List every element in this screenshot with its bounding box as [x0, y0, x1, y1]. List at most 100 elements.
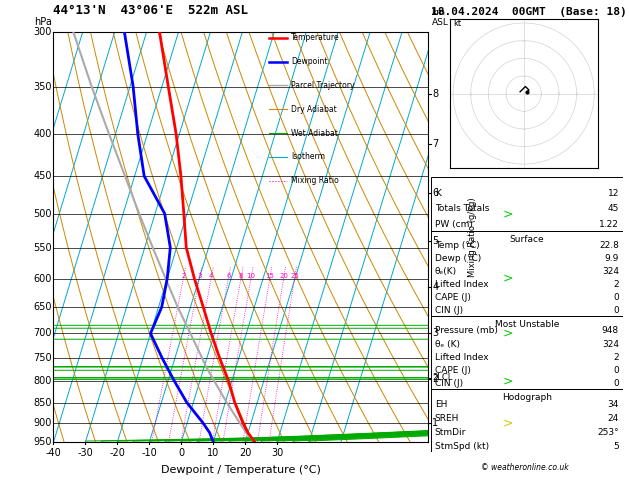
Text: 6: 6: [226, 273, 231, 278]
Text: 600: 600: [33, 274, 52, 283]
Text: 30: 30: [271, 449, 283, 458]
Text: 5: 5: [613, 442, 619, 451]
Text: 950: 950: [33, 437, 52, 447]
Text: 550: 550: [33, 243, 52, 253]
Text: 6: 6: [432, 188, 438, 198]
Text: 25: 25: [290, 273, 299, 278]
Text: Surface: Surface: [509, 235, 544, 244]
Text: Temp (°C): Temp (°C): [435, 241, 479, 250]
Text: 350: 350: [33, 82, 52, 91]
Text: 8: 8: [432, 88, 438, 99]
Text: 4: 4: [432, 282, 438, 293]
Text: -20: -20: [109, 449, 125, 458]
Text: 1.22: 1.22: [599, 220, 619, 229]
Text: 800: 800: [33, 376, 52, 386]
Text: >: >: [503, 25, 513, 38]
Text: Mixing Ratio: Mixing Ratio: [291, 176, 339, 185]
Text: StmSpd (kt): StmSpd (kt): [435, 442, 489, 451]
Text: hPa: hPa: [34, 17, 52, 28]
Text: 1: 1: [432, 417, 438, 428]
Text: 10: 10: [247, 273, 255, 278]
Text: CAPE (J): CAPE (J): [435, 294, 470, 302]
Text: CIN (J): CIN (J): [435, 306, 463, 315]
Text: 3: 3: [432, 329, 438, 338]
Text: Lifted Index: Lifted Index: [435, 280, 488, 289]
Text: -40: -40: [45, 449, 62, 458]
Text: 3: 3: [197, 273, 201, 278]
Text: Totals Totals: Totals Totals: [435, 205, 489, 213]
Text: >: >: [503, 417, 513, 430]
Text: 0: 0: [613, 294, 619, 302]
Text: 45: 45: [608, 205, 619, 213]
Text: -10: -10: [142, 449, 157, 458]
Text: K: K: [435, 189, 440, 198]
Text: 400: 400: [33, 129, 52, 139]
Text: 7: 7: [432, 139, 438, 149]
Text: Most Unstable: Most Unstable: [494, 320, 559, 329]
Bar: [431, 316, 623, 389]
Text: Wet Adiabat: Wet Adiabat: [291, 128, 338, 138]
Text: Mixing Ratio (g/kg): Mixing Ratio (g/kg): [468, 197, 477, 277]
Text: km
ASL: km ASL: [431, 8, 448, 28]
Text: Hodograph: Hodograph: [502, 393, 552, 402]
Text: 2: 2: [613, 280, 619, 289]
Text: Dewpoint: Dewpoint: [291, 57, 328, 66]
Text: >: >: [503, 272, 513, 285]
Text: SREH: SREH: [435, 414, 459, 423]
Text: 12: 12: [608, 189, 619, 198]
Text: θₑ (K): θₑ (K): [435, 340, 460, 348]
Text: Dewp (°C): Dewp (°C): [435, 254, 481, 263]
Text: 22.8: 22.8: [599, 241, 619, 250]
Text: 650: 650: [33, 302, 52, 312]
Text: >: >: [503, 207, 513, 220]
Text: EH: EH: [435, 399, 447, 409]
Bar: [431, 177, 623, 231]
Text: 324: 324: [602, 340, 619, 348]
Text: 44°13'N  43°06'E  522m ASL: 44°13'N 43°06'E 522m ASL: [53, 4, 248, 17]
Text: 324: 324: [602, 267, 619, 276]
Text: 8: 8: [238, 273, 243, 278]
Text: CAPE (J): CAPE (J): [435, 366, 470, 375]
Text: 0: 0: [613, 306, 619, 315]
Text: 18.04.2024  00GMT  (Base: 18): 18.04.2024 00GMT (Base: 18): [431, 7, 626, 17]
Bar: [431, 389, 623, 452]
Text: Pressure (mb): Pressure (mb): [435, 327, 498, 335]
Text: 0: 0: [613, 366, 619, 375]
Text: PW (cm): PW (cm): [435, 220, 472, 229]
Text: 9.9: 9.9: [604, 254, 619, 263]
Text: 20: 20: [239, 449, 251, 458]
Text: 5: 5: [432, 236, 438, 246]
Text: >: >: [503, 128, 513, 140]
Text: Parcel Trajectory: Parcel Trajectory: [291, 81, 355, 90]
Text: 850: 850: [33, 398, 52, 408]
Text: StmDir: StmDir: [435, 428, 466, 437]
Text: >: >: [503, 375, 513, 387]
Text: -30: -30: [77, 449, 93, 458]
Text: 0: 0: [178, 449, 184, 458]
Text: Dry Adiabat: Dry Adiabat: [291, 104, 337, 114]
Text: 20: 20: [279, 273, 288, 278]
Text: 450: 450: [33, 171, 52, 181]
Text: kt: kt: [453, 19, 461, 29]
Text: 2: 2: [432, 374, 438, 384]
Text: 4: 4: [209, 273, 213, 278]
Text: Temperature: Temperature: [291, 33, 340, 42]
Text: 500: 500: [33, 208, 52, 219]
Text: CIN (J): CIN (J): [435, 379, 463, 388]
Text: 900: 900: [33, 418, 52, 428]
Text: 15: 15: [265, 273, 274, 278]
Bar: [431, 231, 623, 316]
Text: 0: 0: [613, 379, 619, 388]
Text: 2: 2: [181, 273, 186, 278]
Text: >: >: [503, 327, 513, 340]
Text: 2LCL: 2LCL: [432, 373, 453, 382]
Text: 948: 948: [602, 327, 619, 335]
Text: 750: 750: [33, 353, 52, 363]
Text: 700: 700: [33, 329, 52, 338]
Text: © weatheronline.co.uk: © weatheronline.co.uk: [481, 463, 569, 472]
Text: 300: 300: [33, 27, 52, 36]
Text: Isotherm: Isotherm: [291, 152, 325, 161]
Text: 253°: 253°: [598, 428, 619, 437]
Text: 24: 24: [608, 414, 619, 423]
Text: Lifted Index: Lifted Index: [435, 353, 488, 362]
